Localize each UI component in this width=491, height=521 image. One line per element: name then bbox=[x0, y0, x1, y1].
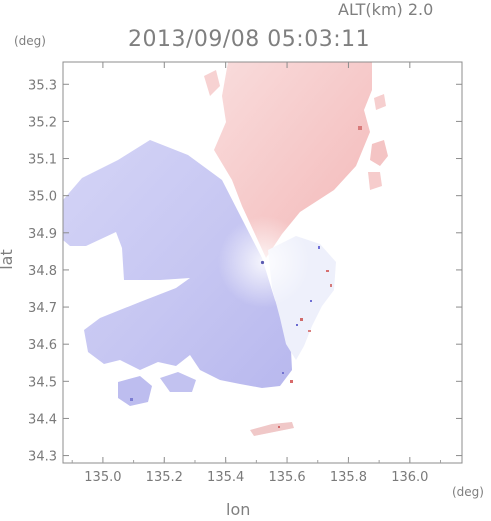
lat-tick-label: 35.2 bbox=[28, 115, 57, 130]
far-echo-streak bbox=[250, 422, 294, 436]
lat-tick-label: 35.0 bbox=[28, 190, 57, 205]
lon-tick-label: 136.0 bbox=[391, 470, 428, 485]
noise-speckles bbox=[130, 126, 362, 428]
lat-tick-label: 35.3 bbox=[28, 78, 57, 93]
timestamp: 2013/09/08 05:03:11 bbox=[128, 27, 371, 52]
red-echo-region bbox=[214, 62, 372, 258]
blue-echo-patch bbox=[118, 376, 152, 406]
lat-tick-label: 35.1 bbox=[28, 153, 57, 168]
radar-site-icon bbox=[260, 260, 265, 265]
lat-tick-label: 34.6 bbox=[28, 338, 57, 353]
lon-tick-label: 135.0 bbox=[84, 470, 121, 485]
lat-tick-label: 34.5 bbox=[28, 375, 57, 390]
red-echo-patch bbox=[370, 140, 388, 166]
red-echo-patch bbox=[368, 172, 382, 190]
lon-tick-label: 135.2 bbox=[146, 470, 183, 485]
echo-field bbox=[63, 62, 388, 436]
blue-echo-patch bbox=[160, 372, 196, 392]
red-echo-patch bbox=[374, 94, 386, 110]
lat-unit-label: (deg) bbox=[14, 34, 46, 48]
lon-axis-label: lon bbox=[226, 500, 251, 519]
lon-tick-label: 135.4 bbox=[207, 470, 244, 485]
lat-tick-label: 34.4 bbox=[28, 412, 57, 427]
lat-ticks: 34.3 34.4 34.5 34.6 34.7 34.8 34.9 35.0 35.1 35.2… bbox=[28, 78, 462, 465]
lat-tick-label: 34.9 bbox=[28, 227, 57, 242]
blue-echo-region bbox=[63, 140, 292, 388]
lon-ticks: 135.0 135.2 135.4 135.6 135.8 136.0 bbox=[71, 62, 442, 485]
lat-tick-label: 34.8 bbox=[28, 264, 57, 279]
altitude-label: ALT(km) 2.0 bbox=[338, 0, 434, 19]
lon-unit-label: (deg) bbox=[452, 485, 484, 499]
lon-tick-label: 135.6 bbox=[268, 470, 305, 485]
lon-tick-label: 135.8 bbox=[330, 470, 367, 485]
plot-frame bbox=[62, 61, 463, 464]
lat-tick-label: 34.3 bbox=[28, 450, 57, 465]
red-echo-patch bbox=[204, 70, 220, 96]
lat-tick-label: 34.7 bbox=[28, 301, 57, 316]
